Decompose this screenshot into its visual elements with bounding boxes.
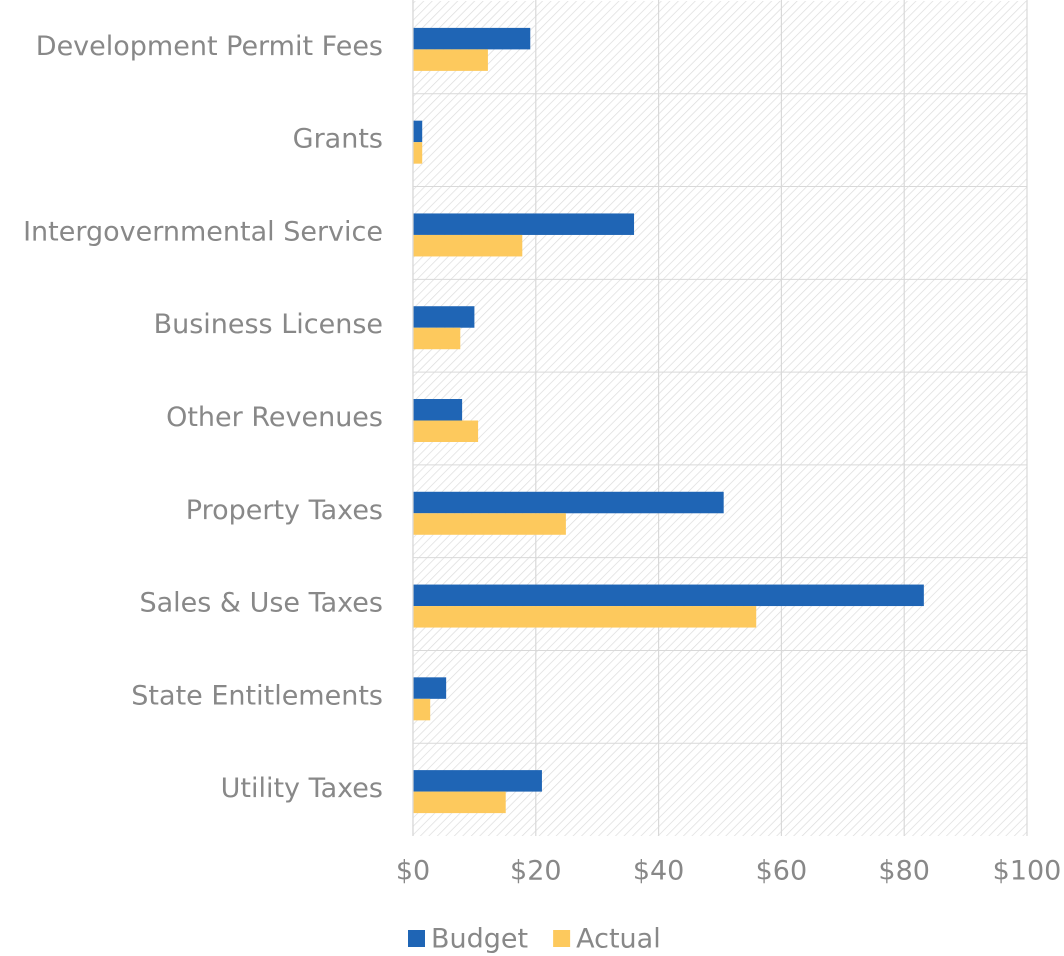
y-tick-label: Sales & Use Taxes <box>139 588 383 619</box>
bar <box>413 213 635 235</box>
bar <box>413 420 479 442</box>
y-tick-label: Utility Taxes <box>221 773 383 804</box>
bar <box>413 513 566 535</box>
bar <box>413 142 423 164</box>
y-tick-label: State Entitlements <box>131 680 383 711</box>
x-tick-label: $40 <box>633 856 685 887</box>
bar <box>413 791 506 814</box>
x-tick-label: $100 <box>993 856 1062 887</box>
y-tick-label: Development Permit Fees <box>36 31 383 62</box>
x-tick-label: $80 <box>878 856 930 887</box>
bar <box>413 27 531 50</box>
bar <box>413 770 542 792</box>
bar <box>413 120 423 143</box>
plot-background <box>413 1 1027 836</box>
legend-label: Actual <box>576 924 661 955</box>
y-tick-label: Other Revenues <box>166 402 383 433</box>
bar <box>413 491 724 514</box>
y-tick-label: Business License <box>154 309 383 340</box>
legend-swatch <box>408 930 425 947</box>
bar <box>413 306 475 328</box>
x-tick-label: $60 <box>756 856 808 887</box>
x-tick-label: $20 <box>510 856 562 887</box>
bar <box>413 698 431 721</box>
legend-swatch <box>553 930 571 947</box>
bar <box>413 399 463 421</box>
y-tick-label: Grants <box>293 124 383 155</box>
bar <box>413 49 488 71</box>
x-tick-label: $0 <box>396 856 430 887</box>
bar <box>413 327 461 350</box>
bar <box>413 584 924 607</box>
bar <box>413 606 757 628</box>
legend-label: Budget <box>431 924 528 955</box>
y-tick-label: Intergovernmental Service <box>23 216 383 247</box>
bar <box>413 677 447 699</box>
y-tick-label: Property Taxes <box>186 495 383 526</box>
bar <box>413 234 523 257</box>
